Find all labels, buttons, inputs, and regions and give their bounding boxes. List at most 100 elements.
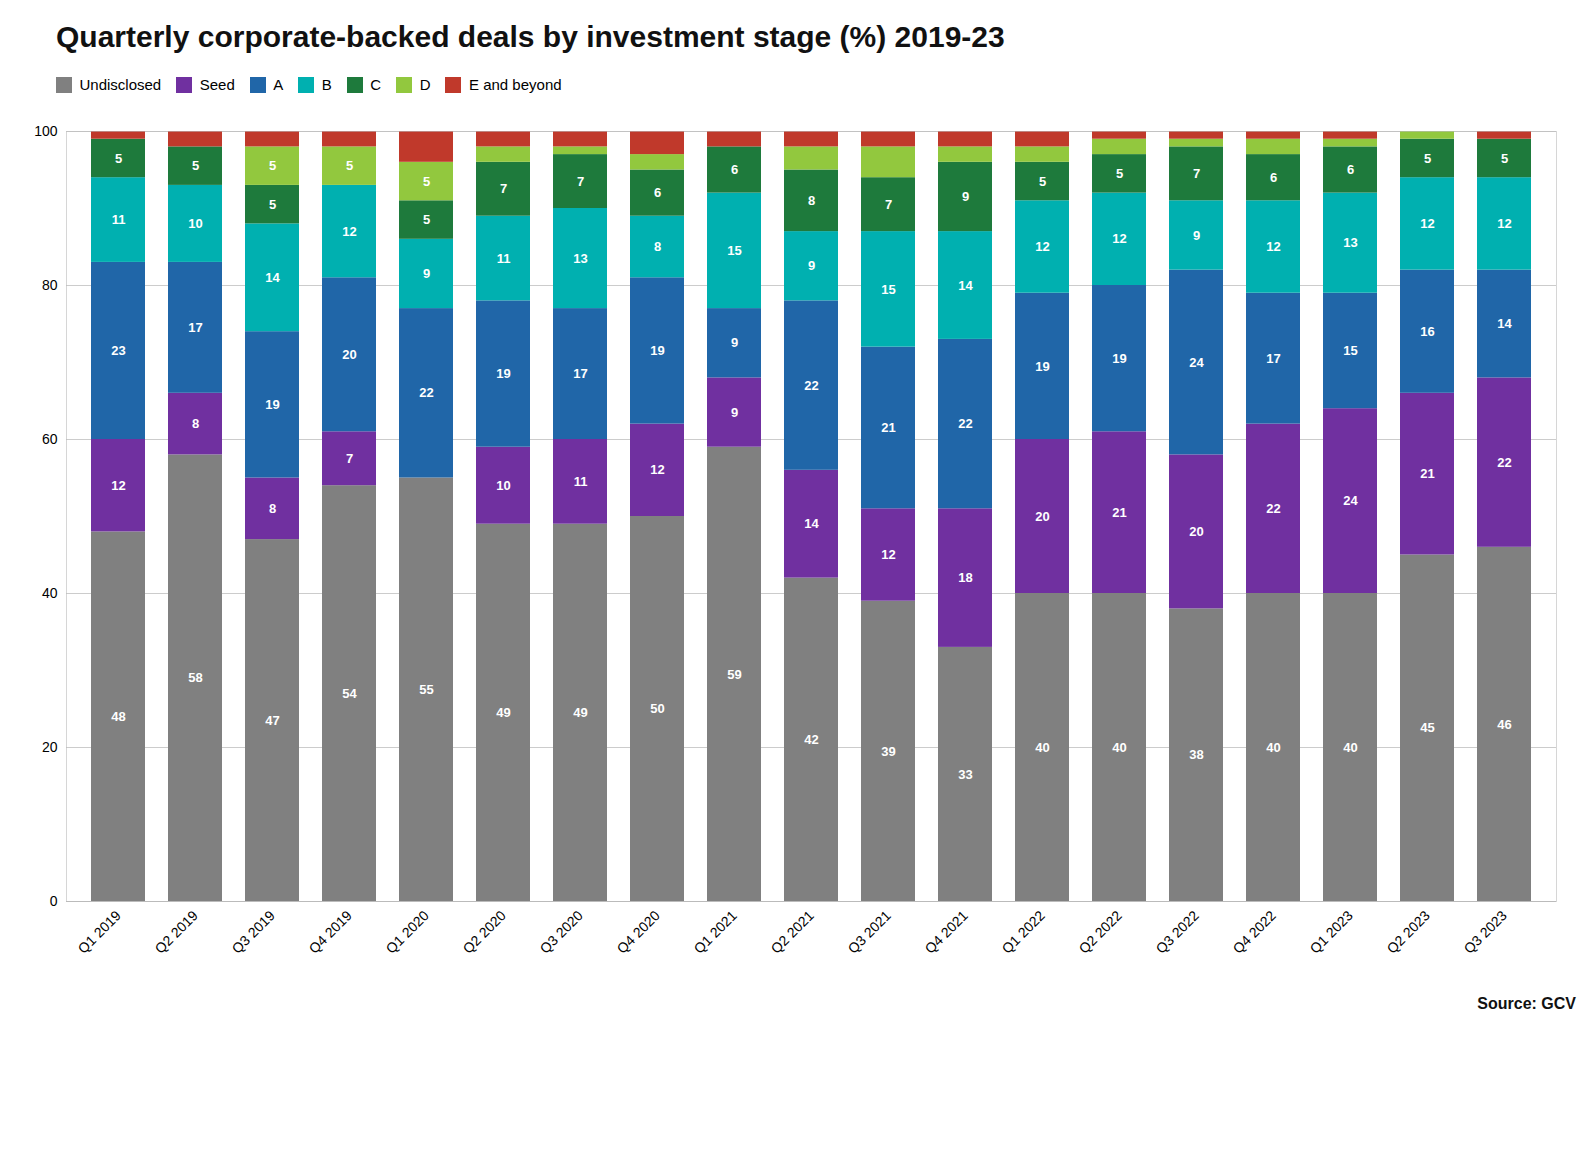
svg-text:12: 12 [1035,239,1049,254]
svg-text:5: 5 [115,151,122,166]
svg-text:7: 7 [885,197,892,212]
svg-text:9: 9 [1193,228,1200,243]
svg-text:59: 59 [727,667,741,682]
svg-text:50: 50 [650,701,664,716]
svg-text:55: 55 [419,682,433,697]
svg-text:Q4 2021: Q4 2021 [921,907,970,956]
svg-text:6: 6 [1270,170,1277,185]
svg-text:Q3 2020: Q3 2020 [536,907,585,956]
svg-text:12: 12 [111,478,125,493]
svg-text:22: 22 [419,385,433,400]
svg-text:Q2 2022: Q2 2022 [1075,907,1124,956]
svg-text:33: 33 [958,767,972,782]
svg-text:22: 22 [804,378,818,393]
svg-text:60: 60 [42,431,58,447]
svg-text:5: 5 [423,174,430,189]
svg-text:9: 9 [731,405,738,420]
svg-text:7: 7 [577,174,584,189]
svg-text:24: 24 [1343,493,1358,508]
svg-text:23: 23 [111,343,125,358]
svg-text:5: 5 [346,158,353,173]
svg-text:9: 9 [423,266,430,281]
svg-text:Q2 2020: Q2 2020 [459,907,508,956]
svg-text:12: 12 [1497,216,1511,231]
svg-text:15: 15 [727,243,741,258]
svg-text:22: 22 [1266,501,1280,516]
svg-text:20: 20 [1189,524,1203,539]
svg-text:9: 9 [962,189,969,204]
svg-text:21: 21 [1112,505,1126,520]
svg-text:20: 20 [342,347,356,362]
svg-text:13: 13 [573,251,587,266]
svg-text:Q2 2019: Q2 2019 [151,907,200,956]
svg-text:45: 45 [1420,720,1434,735]
svg-text:17: 17 [573,366,587,381]
svg-text:5: 5 [1116,166,1123,181]
svg-text:5: 5 [423,212,430,227]
svg-text:18: 18 [958,570,972,585]
svg-text:Q1 2019: Q1 2019 [74,907,123,956]
svg-text:21: 21 [1420,466,1434,481]
svg-text:48: 48 [111,709,125,724]
svg-text:Q1 2023: Q1 2023 [1306,907,1355,956]
svg-text:Q1 2021: Q1 2021 [690,907,739,956]
svg-text:17: 17 [188,320,202,335]
svg-text:46: 46 [1497,717,1511,732]
svg-text:Q4 2020: Q4 2020 [613,907,662,956]
svg-text:6: 6 [1347,162,1354,177]
svg-text:Q3 2022: Q3 2022 [1152,907,1201,956]
svg-text:22: 22 [958,416,972,431]
svg-text:5: 5 [1501,151,1508,166]
svg-text:54: 54 [342,686,357,701]
svg-text:10: 10 [496,478,510,493]
svg-text:20: 20 [1035,509,1049,524]
svg-text:42: 42 [804,732,818,747]
svg-text:16: 16 [1420,324,1434,339]
svg-text:6: 6 [654,185,661,200]
svg-text:15: 15 [1343,343,1357,358]
svg-text:Q2 2023: Q2 2023 [1383,907,1432,956]
svg-text:Q1 2022: Q1 2022 [998,907,1047,956]
svg-text:40: 40 [1035,740,1049,755]
svg-text:15: 15 [881,282,895,297]
svg-text:14: 14 [265,270,280,285]
svg-text:21: 21 [881,420,895,435]
svg-text:100: 100 [34,123,58,139]
svg-text:39: 39 [881,744,895,759]
svg-text:49: 49 [573,705,587,720]
svg-text:12: 12 [1112,231,1126,246]
svg-text:9: 9 [808,258,815,273]
svg-text:19: 19 [650,343,664,358]
svg-text:12: 12 [881,547,895,562]
svg-text:9: 9 [731,335,738,350]
svg-text:58: 58 [188,670,202,685]
svg-text:6: 6 [731,162,738,177]
svg-text:10: 10 [188,216,202,231]
svg-text:11: 11 [112,212,126,227]
svg-text:19: 19 [1035,359,1049,374]
svg-text:11: 11 [497,251,511,266]
svg-text:5: 5 [269,158,276,173]
svg-text:5: 5 [1039,174,1046,189]
svg-text:12: 12 [342,224,356,239]
svg-text:8: 8 [808,193,815,208]
svg-text:47: 47 [265,713,279,728]
svg-text:7: 7 [500,181,507,196]
svg-text:Q4 2022: Q4 2022 [1229,907,1278,956]
svg-text:80: 80 [42,277,58,293]
svg-text:8: 8 [654,239,661,254]
svg-text:8: 8 [192,416,199,431]
svg-text:Q3 2019: Q3 2019 [228,907,277,956]
svg-text:5: 5 [269,197,276,212]
svg-text:19: 19 [1112,351,1126,366]
svg-text:7: 7 [1193,166,1200,181]
svg-text:12: 12 [1420,216,1434,231]
svg-text:11: 11 [574,474,588,489]
svg-text:Q3 2023: Q3 2023 [1460,907,1509,956]
svg-text:40: 40 [1266,740,1280,755]
svg-text:12: 12 [1266,239,1280,254]
svg-text:22: 22 [1497,455,1511,470]
svg-text:49: 49 [496,705,510,720]
svg-text:Q2 2021: Q2 2021 [767,907,816,956]
svg-text:5: 5 [192,158,199,173]
